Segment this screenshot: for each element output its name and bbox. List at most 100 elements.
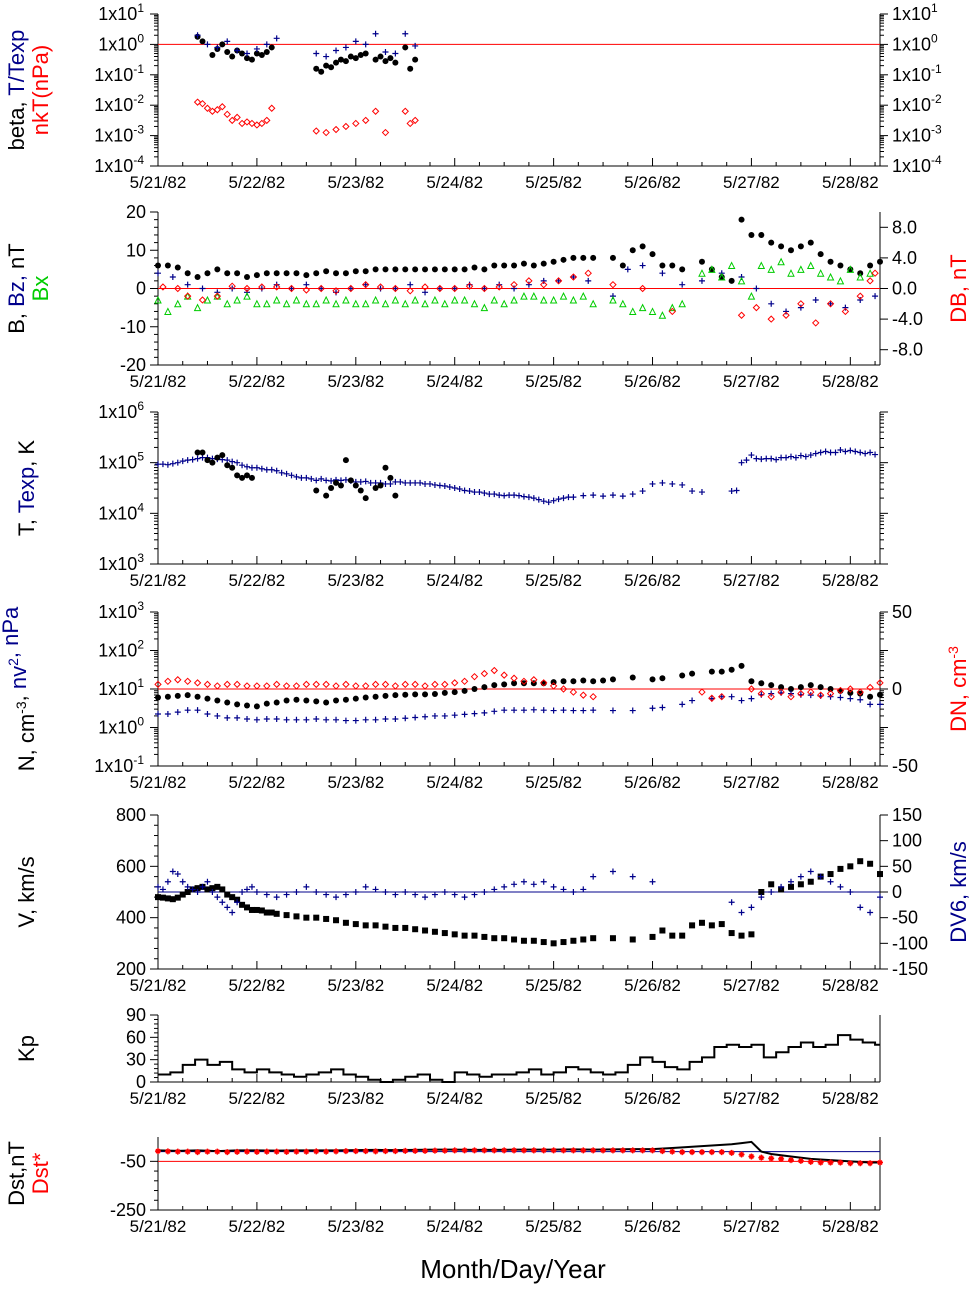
t-texp-point — [441, 482, 448, 489]
beta-red-point — [198, 99, 207, 108]
dst-dst--point — [768, 1155, 775, 1162]
t-texp-point — [293, 473, 300, 480]
b-bx-point — [431, 295, 439, 304]
beta-y-axis-label: beta, T/Texp — [4, 30, 29, 151]
v-x-tick-label: 5/21/82 — [130, 976, 187, 995]
n-dn-point — [183, 677, 192, 686]
b-db-point — [668, 307, 677, 316]
beta-black-point — [323, 62, 330, 69]
t-texp-point — [426, 480, 433, 487]
v-dv6-point — [807, 868, 814, 875]
beta-black-point — [362, 50, 369, 57]
n-nv2-point — [570, 707, 577, 714]
n-dn-point — [401, 680, 409, 689]
t-t-point — [234, 472, 241, 479]
beta-blue-point — [342, 44, 349, 51]
n-n-point — [362, 694, 369, 701]
b-db-point — [159, 283, 167, 291]
n-n-point — [659, 675, 666, 682]
beta-y-tick-label: 1x100 — [98, 31, 144, 54]
b-db-point — [391, 284, 400, 293]
v-v-point — [738, 932, 745, 939]
n-n-point — [333, 697, 340, 704]
b-bz-point — [827, 300, 834, 307]
t-texp-point — [555, 496, 562, 503]
b-b-point — [491, 262, 498, 269]
dst-dst--point — [431, 1147, 438, 1154]
beta-red-point — [218, 103, 226, 111]
beta-black-point — [392, 59, 399, 66]
b-bz-point — [199, 285, 206, 292]
t-y-tick-label: 1x106 — [98, 399, 144, 422]
n-nv2-point — [214, 712, 221, 719]
n-nv2-point — [847, 695, 854, 702]
b-b-point — [530, 262, 537, 269]
v-dv6-point — [530, 881, 537, 888]
v-dv6-point — [303, 883, 310, 890]
t-texp-point — [773, 456, 780, 463]
dst-x-tick-label: 5/21/82 — [130, 1217, 187, 1236]
b-bz-point — [451, 285, 458, 292]
n-nv2-point — [837, 694, 844, 701]
v-dv6-point — [580, 886, 587, 893]
v-v-point — [530, 937, 537, 944]
b-db-point — [767, 315, 775, 323]
beta-red-point — [233, 113, 241, 122]
dst-dst--point — [639, 1147, 646, 1154]
n-n-point — [768, 682, 775, 689]
n-nv2-point — [738, 697, 745, 704]
dst-dst--point — [787, 1157, 794, 1164]
beta-x-tick-label: 5/24/82 — [426, 173, 483, 192]
n-dn-point — [322, 680, 330, 689]
n-dn-point — [589, 692, 597, 701]
n-n-point — [877, 691, 883, 698]
n-dn-point — [846, 685, 855, 693]
v-dv6-point — [402, 889, 409, 895]
t-t-point — [372, 485, 379, 491]
b-bz-point — [555, 277, 562, 284]
n-n-point — [244, 702, 251, 709]
t-t-point — [199, 449, 206, 456]
n-nv2-point — [659, 704, 666, 711]
t-texp-point — [476, 489, 483, 496]
b-bx-point — [757, 261, 766, 270]
n-n-point — [184, 692, 191, 699]
beta-blue-point — [382, 49, 389, 55]
b-db-point — [406, 287, 414, 295]
n-right-tick-label: 50 — [892, 602, 912, 622]
t-t-point — [229, 464, 236, 471]
dst-dst--point — [797, 1157, 804, 1164]
t-texp-point — [169, 460, 176, 467]
n-dn-point — [411, 680, 419, 689]
b-b-point — [501, 262, 508, 269]
b-b-point — [758, 231, 765, 238]
v-y-tick-label: 400 — [116, 908, 146, 928]
n-n-point — [520, 680, 527, 687]
beta-black-point — [377, 53, 384, 60]
b-db-point — [361, 280, 370, 289]
t-t-point — [387, 474, 394, 481]
v-v-point — [313, 914, 320, 921]
v-v-point — [155, 894, 161, 901]
b-bz-point — [753, 285, 760, 292]
t-t-point — [209, 459, 216, 466]
v-v-point — [268, 909, 275, 916]
t-x-tick-label: 5/27/82 — [723, 571, 780, 590]
t-texp-point — [738, 459, 745, 466]
n-n-point — [708, 668, 715, 675]
b-bx-point — [243, 292, 251, 300]
t-texp-point — [273, 467, 280, 474]
n-n-point — [758, 680, 765, 687]
n-nv2-point — [313, 716, 320, 723]
v-v-point — [283, 912, 290, 919]
v-dv6-point — [481, 889, 488, 895]
b-b-point — [481, 266, 488, 273]
v-v-point — [797, 881, 804, 888]
dst-dst--point — [481, 1147, 488, 1154]
v-dv6-point — [520, 878, 527, 885]
dst-x-tick-label: 5/27/82 — [723, 1217, 780, 1236]
b-bz-point — [184, 281, 191, 288]
v-v-point — [184, 889, 191, 895]
dst-dst--point — [471, 1147, 478, 1154]
v-dv6-point — [758, 894, 765, 901]
